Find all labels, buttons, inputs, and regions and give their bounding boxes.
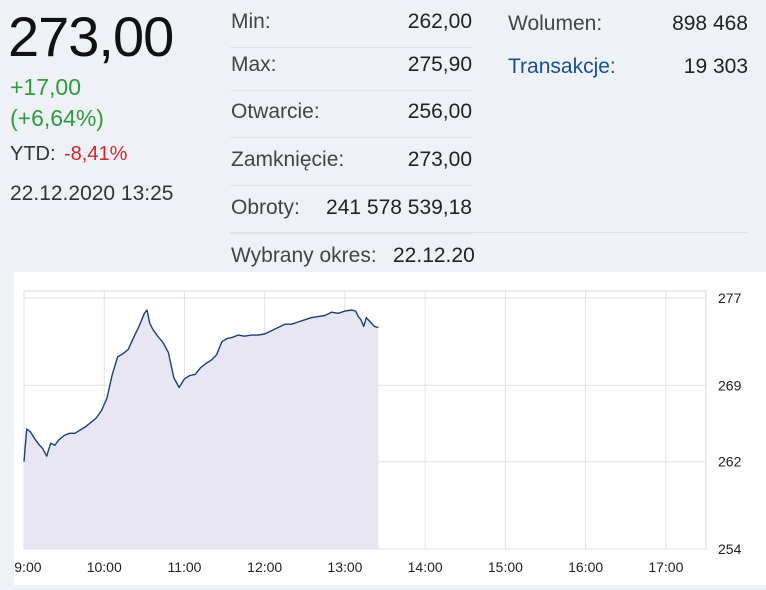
quote-datetime: 22.12.2020 13:25: [10, 182, 174, 205]
x-tick-label: 15:00: [488, 559, 523, 575]
stat-open-label: Otwarcie:: [231, 100, 320, 123]
ytd-label: YTD:: [10, 143, 56, 165]
period-label: Wybrany okres:: [231, 244, 377, 267]
y-axis-ticks: 277 269 262 254: [718, 290, 742, 557]
x-tick-label: 17:00: [648, 559, 683, 575]
stat-turnover: Obroty: 241 578 539,18: [230, 186, 472, 234]
transactions-link[interactable]: Transakcje:: [508, 55, 616, 78]
x-axis-ticks: 09:00 10:00 11:00 12:00 13:00 14:00 15:00 16:00…: [6, 559, 683, 575]
stat-max-label: Max:: [231, 53, 277, 76]
stat-min-value: 262,00: [407, 10, 472, 33]
x-tick-label: 12:00: [247, 559, 282, 575]
stat-min-label: Min:: [231, 10, 271, 33]
period-divider: [230, 232, 748, 233]
stat-max-value: 275,90: [407, 53, 472, 76]
x-tick-label: 11:00: [167, 559, 201, 575]
last-price: 273,00: [8, 5, 174, 68]
change-percent: (+6,64%): [10, 105, 104, 131]
y-tick-label: 269: [718, 377, 742, 393]
transactions-value: 19 303: [683, 55, 748, 78]
x-tick-label: 14:00: [408, 559, 443, 575]
y-tick-label: 277: [718, 290, 742, 306]
x-tick-label: 10:00: [87, 559, 122, 575]
stat-turnover-label: Obroty:: [231, 196, 300, 219]
stat-close-label: Zamknięcie:: [231, 148, 345, 171]
change-absolute: +17,00: [10, 74, 81, 100]
ytd-value: -8,41%: [64, 143, 128, 165]
stat-close: Zamknięcie: 273,00: [230, 138, 472, 186]
volume-value: 898 468: [672, 12, 748, 35]
volume-label: Wolumen:: [508, 12, 603, 35]
x-tick-label: 13:00: [327, 559, 362, 575]
stat-open: Otwarcie: 256,00: [230, 90, 472, 138]
intraday-chart-svg: 09:00 10:00 11:00 12:00 13:00 14:00 15:00 16:00…: [6, 290, 742, 575]
price-area-fill: [24, 310, 379, 549]
stat-turnover-value: 241 578 539,18: [326, 196, 472, 219]
x-tick-label: 16:00: [568, 559, 603, 575]
y-tick-label: 254: [718, 541, 742, 557]
stat-open-value: 256,00: [407, 100, 472, 123]
stat-min: Min: 262,00: [230, 0, 472, 48]
stat-close-value: 273,00: [407, 148, 472, 171]
period-value: 22.12.20: [393, 244, 475, 267]
price-line: [23, 309, 379, 462]
y-tick-label: 262: [718, 454, 742, 470]
intraday-chart: 09:00 10:00 11:00 12:00 13:00 14:00 15:00 16:00…: [6, 272, 766, 585]
x-tick-label: 09:00: [14, 559, 42, 575]
stat-max: Max: 275,90: [230, 43, 472, 91]
